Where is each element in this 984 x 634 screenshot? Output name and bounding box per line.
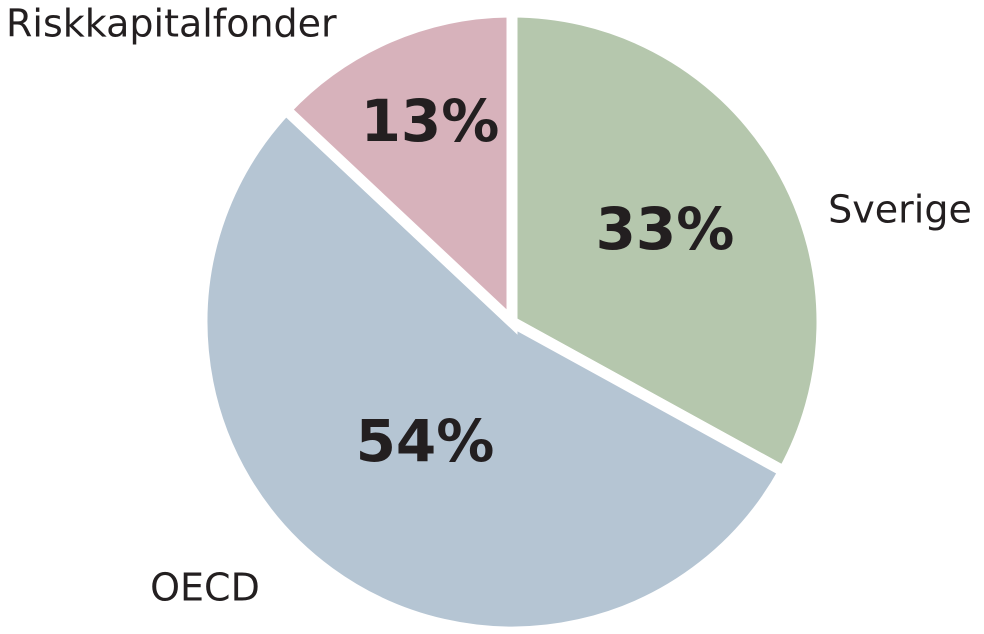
value-label-sverige: 33% [596, 195, 735, 263]
value-label-riskkapitalfonder: 13% [361, 87, 500, 155]
value-label-oecd: 54% [356, 407, 495, 475]
pie-slices [196, 6, 828, 634]
pie-labels: 33% Sverige 54% OECD 13% Riskkapitalfonder [6, 2, 972, 610]
category-label-oecd: OECD [150, 566, 260, 610]
pie-slice-riskkapitalfonder [278, 6, 518, 335]
pie-slice-oecd [196, 102, 792, 634]
pie-slice-sverige [506, 6, 828, 479]
category-label-sverige: Sverige [828, 188, 972, 232]
category-label-riskkapitalfonder: Riskkapitalfonder [6, 2, 337, 46]
